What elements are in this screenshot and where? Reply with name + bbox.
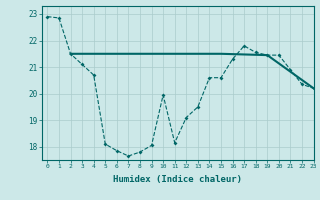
X-axis label: Humidex (Indice chaleur): Humidex (Indice chaleur) (113, 175, 242, 184)
